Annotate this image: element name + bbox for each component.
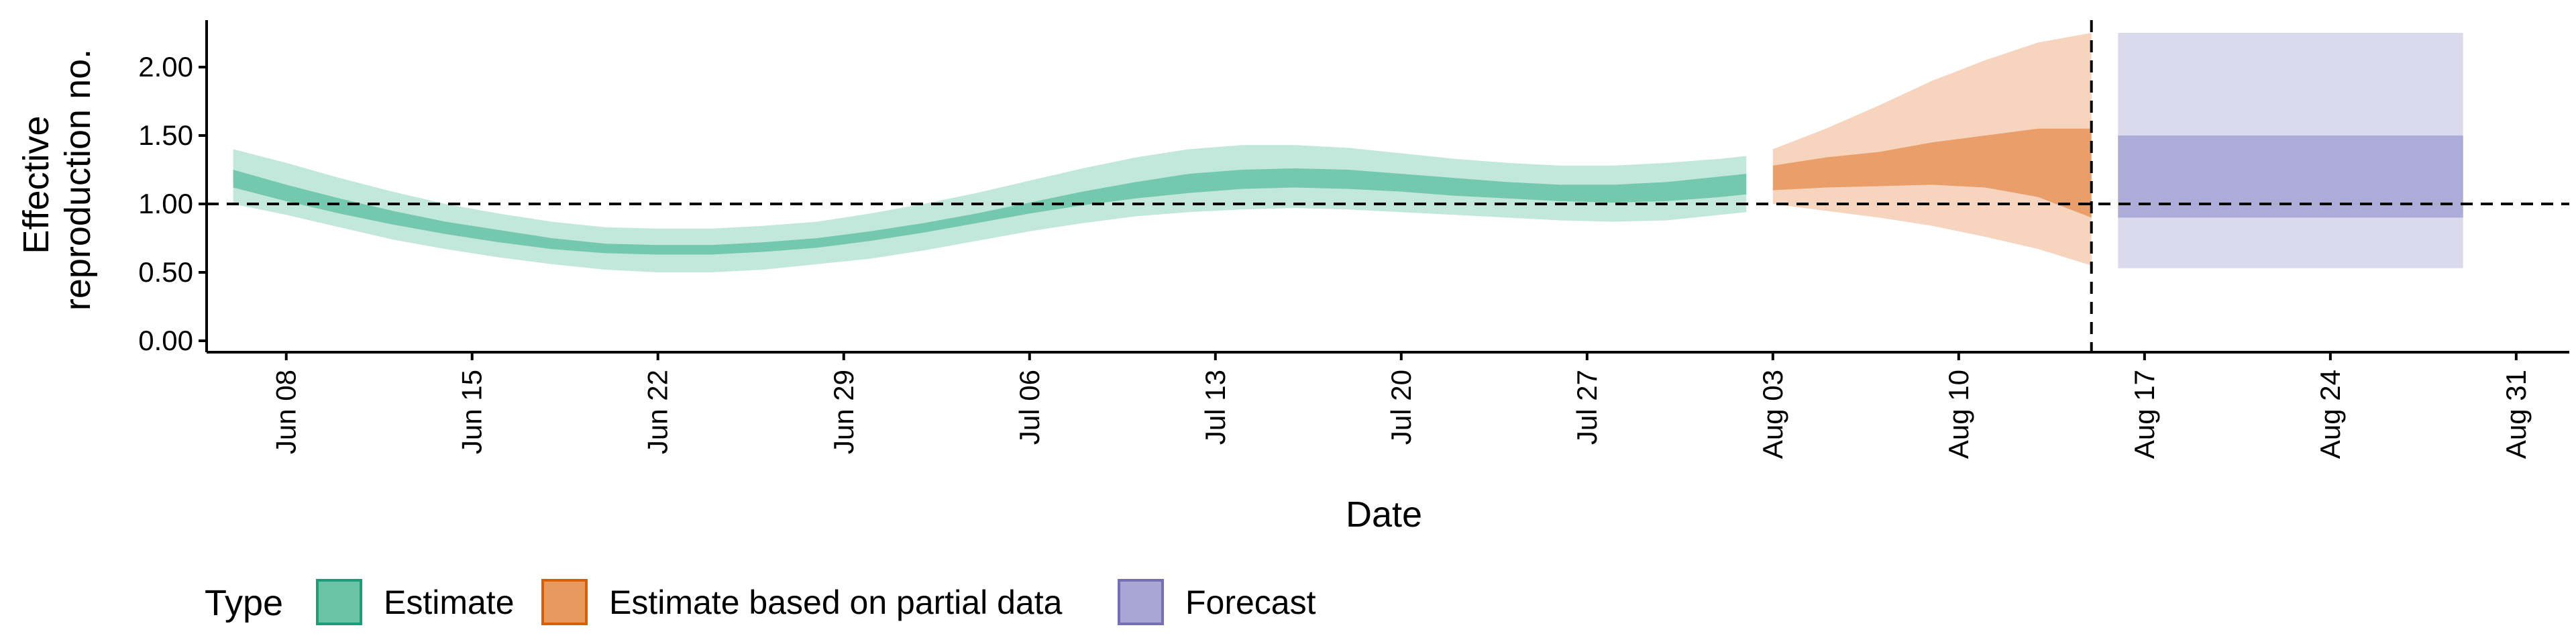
legend-key-estimate bbox=[316, 579, 362, 625]
y-tick-label: 0.00 bbox=[138, 325, 193, 356]
y-tick-label: 1.00 bbox=[138, 188, 193, 219]
legend: Type Estimate Estimate based on partial … bbox=[205, 579, 1316, 625]
x-tick-label: Jun 08 bbox=[270, 370, 302, 454]
band-inner-estimate bbox=[233, 168, 1747, 255]
band-inner-estimate-based-on-partial-data bbox=[1772, 128, 2092, 218]
y-axis-title-line-1: Effective bbox=[16, 115, 56, 254]
x-tick-label: Jun 22 bbox=[642, 370, 674, 454]
x-tick-label: Jul 27 bbox=[1571, 370, 1603, 445]
chart-bands bbox=[233, 33, 2463, 272]
legend-key-forecast bbox=[1118, 579, 1164, 625]
x-axis-title: Date bbox=[1346, 494, 1422, 535]
legend-key-partial bbox=[541, 579, 588, 625]
y-tick-label: 2.00 bbox=[138, 51, 193, 83]
y-tick-label: 0.50 bbox=[138, 256, 193, 288]
legend-label-partial: Estimate based on partial data bbox=[609, 584, 1063, 621]
x-tick-label: Jun 29 bbox=[828, 370, 859, 454]
y-axis-title-line-2: reproduction no. bbox=[58, 49, 98, 311]
x-tick-label: Jul 13 bbox=[1199, 370, 1231, 445]
x-tick-label: Aug 03 bbox=[1757, 370, 1788, 459]
band-outer-estimate bbox=[233, 145, 1747, 272]
y-axis-title: Effective reproduction no. bbox=[16, 49, 98, 311]
chart-axes: 0.00 0.50 1.00 1.50 2.00 Jun 08 Jun 15 Jun 22 Ju… bbox=[138, 20, 2569, 459]
reference-lines bbox=[207, 20, 2569, 352]
legend-label-estimate: Estimate bbox=[384, 584, 515, 621]
x-tick-label: Aug 24 bbox=[2314, 370, 2346, 459]
band-inner-forecast bbox=[2118, 136, 2463, 218]
x-tick-label: Jul 20 bbox=[1385, 370, 1417, 445]
y-tick-label: 1.50 bbox=[138, 119, 193, 151]
x-tick-label: Aug 17 bbox=[2129, 370, 2160, 459]
x-tick-label: Aug 10 bbox=[1943, 370, 1974, 459]
x-tick-label: Jul 06 bbox=[1014, 370, 1045, 445]
x-tick-label: Aug 31 bbox=[2500, 370, 2532, 459]
x-tick-label: Jun 15 bbox=[456, 370, 488, 454]
legend-label-forecast: Forecast bbox=[1185, 584, 1316, 621]
legend-title: Type bbox=[205, 583, 283, 623]
